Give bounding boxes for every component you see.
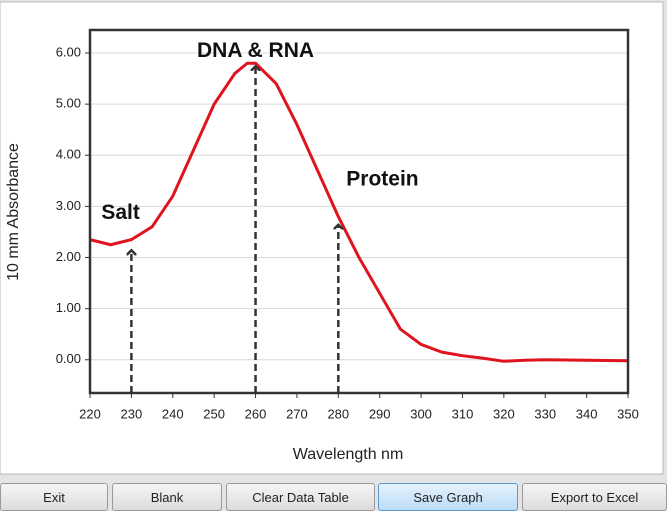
x-tick-label: 300 bbox=[410, 406, 432, 421]
panel-bg bbox=[0, 1, 664, 475]
y-tick-label: 2.00 bbox=[56, 249, 81, 264]
x-tick-label: 310 bbox=[452, 406, 474, 421]
button[interactable]: Save Graph bbox=[378, 483, 518, 511]
x-axis-label: Wavelength nm bbox=[293, 446, 404, 463]
annotation-label: DNA & RNA bbox=[197, 39, 314, 62]
x-tick-label: 280 bbox=[327, 406, 349, 421]
x-tick-label: 220 bbox=[79, 406, 101, 421]
x-tick-label: 290 bbox=[369, 406, 391, 421]
x-tick-label: 340 bbox=[576, 406, 598, 421]
y-tick-label: 0.00 bbox=[56, 351, 81, 366]
button[interactable]: Export to Excel bbox=[522, 483, 667, 511]
x-tick-label: 230 bbox=[121, 406, 143, 421]
button-bar: Exit Blank Clear Data Table Save Graph Expor… bbox=[0, 483, 667, 511]
y-tick-label: 3.00 bbox=[56, 198, 81, 213]
button[interactable]: Blank bbox=[112, 483, 222, 511]
plot-frame bbox=[88, 28, 630, 395]
button[interactable]: Exit bbox=[0, 483, 108, 511]
x-tick-label: 250 bbox=[203, 406, 225, 421]
y-tick-label: 6.00 bbox=[56, 44, 81, 59]
annotation-label: Salt bbox=[101, 201, 140, 224]
x-tick-label: 330 bbox=[534, 406, 556, 421]
y-tick-label: 1.00 bbox=[56, 300, 81, 315]
annotation-label: Protein bbox=[346, 167, 418, 190]
x-tick-label: 270 bbox=[286, 406, 308, 421]
x-tick-label: 240 bbox=[162, 406, 184, 421]
button[interactable]: Clear Data Table bbox=[226, 483, 375, 511]
y-tick-label: 4.00 bbox=[56, 147, 81, 162]
x-tick-label: 320 bbox=[493, 406, 515, 421]
y-axis-label: 10 mm Absorbance bbox=[5, 143, 22, 281]
absorbance-curve bbox=[89, 61, 629, 363]
chart-panel: 10 mm Absorbance Wavelength nm 0.00 1.00 2… bbox=[0, 1, 664, 475]
x-tick-label: 350 bbox=[617, 406, 639, 421]
x-tick-label: 260 bbox=[245, 406, 267, 421]
y-tick-label: 5.00 bbox=[56, 96, 81, 111]
